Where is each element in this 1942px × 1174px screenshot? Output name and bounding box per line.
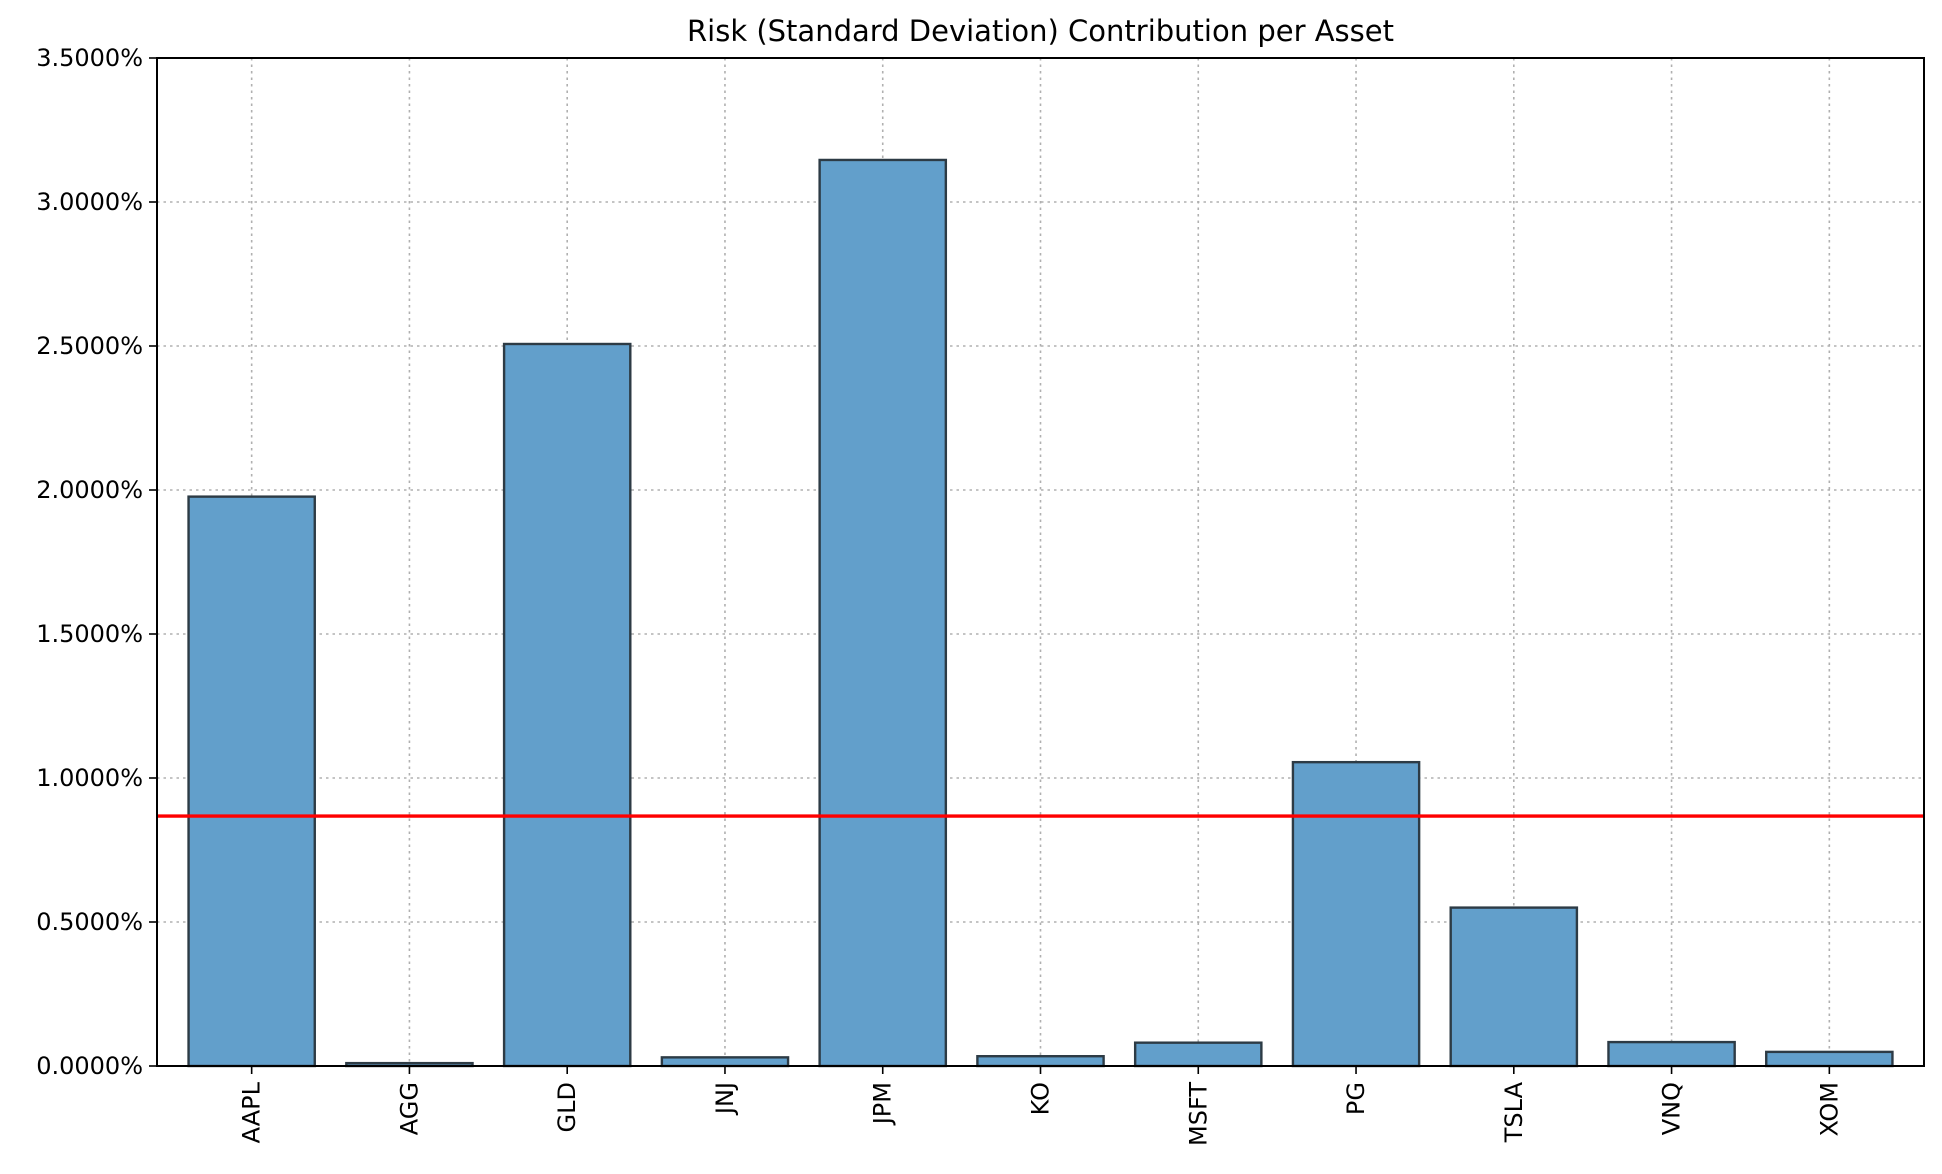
y-tick-label: 0.5000% [36, 908, 143, 936]
y-tick-label: 1.0000% [36, 764, 143, 792]
chart-title: Risk (Standard Deviation) Contribution p… [687, 14, 1394, 48]
y-tick-label: 0.0000% [36, 1052, 143, 1080]
x-tick-label: JNJ [711, 1082, 739, 1116]
bar-gld [502, 342, 632, 1068]
bar-jnj [660, 1056, 790, 1068]
x-tick-label: AGG [395, 1082, 423, 1135]
x-tick-label: XOM [1815, 1082, 1843, 1137]
x-axis-ticks: AAPL AGG GLD JNJ JPM KO MSFT PG TSLA VNQ XOM [238, 1066, 1843, 1146]
x-tick-label: JPM [869, 1082, 897, 1126]
x-tick-label: PG [1342, 1082, 1370, 1115]
bar-tsla [1449, 906, 1579, 1068]
x-tick-label: VNQ [1658, 1082, 1686, 1135]
bar-msft [1133, 1041, 1263, 1068]
x-tick-label: GLD [553, 1082, 581, 1132]
y-tick-label: 3.0000% [36, 188, 143, 216]
x-tick-label: KO [1027, 1082, 1055, 1115]
y-tick-label: 2.5000% [36, 332, 143, 360]
x-tick-label: TSLA [1500, 1081, 1528, 1143]
bar-vnq [1607, 1040, 1736, 1068]
x-tick-label: AAPL [238, 1081, 266, 1143]
bar-jpm [818, 158, 948, 1068]
y-tick-label: 1.5000% [36, 620, 143, 648]
bar-pg [1291, 760, 1421, 1068]
bars [187, 158, 1894, 1068]
y-tick-label: 3.5000% [36, 44, 143, 72]
bar-aapl [187, 495, 316, 1068]
x-tick-label: MSFT [1184, 1082, 1212, 1146]
bar-ko [976, 1055, 1105, 1068]
y-axis-ticks: 0.0000% 0.5000% 1.0000% 1.5000% 2.0000% 2.500… [36, 44, 157, 1080]
y-tick-label: 2.0000% [36, 476, 143, 504]
bar-xom [1765, 1050, 1894, 1068]
